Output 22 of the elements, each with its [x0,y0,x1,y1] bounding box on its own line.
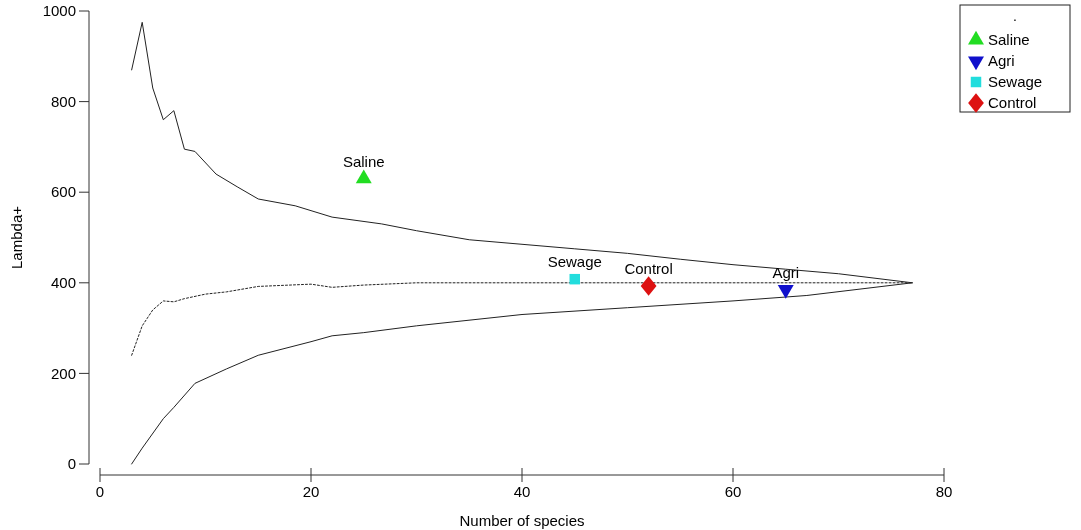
x-axis-title: Number of species [459,512,585,529]
legend-label: Control [988,94,1037,112]
y-axis-title: Lambda+ [8,205,25,269]
x-tick-label: 40 [513,483,531,500]
y-tick-label: 1000 [42,2,76,20]
x-tick-label: 60 [724,483,742,500]
y-tick-label: 0 [67,455,76,473]
x-tick-label: 0 [95,483,105,500]
text: Control [624,259,673,277]
legend-label: Agri [988,52,1015,70]
legend-title: . [1013,8,1017,24]
text: Sewage [547,253,602,271]
x-tick-label: 80 [935,483,953,500]
y-tick-label: 600 [50,183,76,201]
y-tick-label: 200 [50,364,76,382]
text: Agri [772,263,800,281]
y-tick-label: 800 [50,92,76,110]
y-tick-label: 400 [50,274,76,292]
legend-label: Sewage [988,73,1043,91]
x-tick-label: 20 [302,483,320,500]
legend-label: Saline [988,31,1030,49]
text: Saline [342,152,385,170]
